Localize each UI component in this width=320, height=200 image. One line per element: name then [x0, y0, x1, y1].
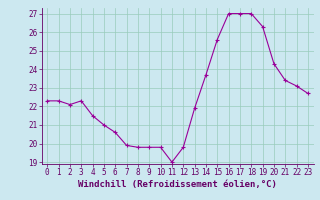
X-axis label: Windchill (Refroidissement éolien,°C): Windchill (Refroidissement éolien,°C) [78, 180, 277, 189]
